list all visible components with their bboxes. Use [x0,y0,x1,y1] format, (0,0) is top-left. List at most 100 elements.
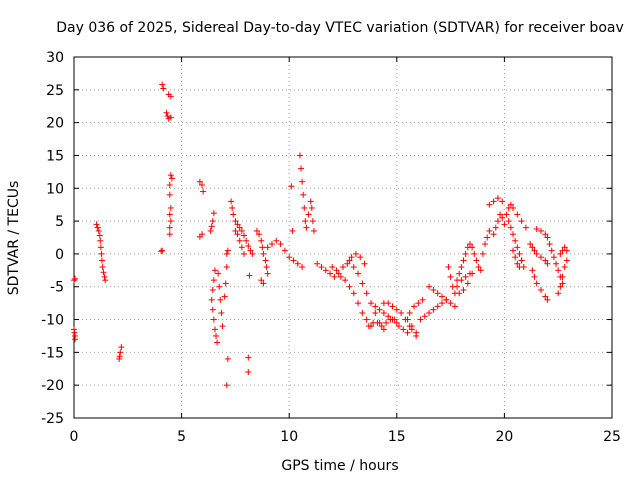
data-point [72,336,79,343]
data-point [510,204,517,211]
x-tick-label: 10 [280,429,298,445]
data-point [518,257,525,264]
data-point [207,227,214,234]
data-point [374,319,381,326]
data-point [318,264,325,271]
data-point [232,218,239,225]
data-point [499,198,506,205]
data-point [245,369,252,376]
data-point [258,277,265,284]
data-point [348,254,355,261]
data-point [507,201,514,208]
data-point [296,152,303,159]
data-point [249,250,256,257]
data-point [300,191,307,198]
data-point [408,323,415,330]
x-tick-label: 15 [388,429,406,445]
data-point [533,280,540,287]
data-point [247,247,254,254]
x-tick-label: 5 [177,429,186,445]
data-point [158,248,165,255]
data-point [210,316,217,323]
data-point [557,283,564,290]
data-point [385,313,392,320]
data-point [98,257,105,264]
data-point [196,178,203,185]
data-point [507,224,514,231]
data-point [223,382,230,389]
data-point [211,267,218,274]
data-point [411,303,418,310]
data-point [561,244,568,251]
data-point [563,257,570,264]
data-point [72,275,79,282]
data-point [404,316,411,323]
data-point [167,172,174,179]
data-point [167,114,174,121]
data-point [563,247,570,254]
data-point [415,300,422,307]
data-point [505,218,512,225]
data-point [385,300,392,307]
data-point [531,247,538,254]
data-point [458,277,465,284]
data-point [445,264,452,271]
data-point [419,296,426,303]
plot-frame [73,56,613,419]
data-point [434,290,441,297]
data-point [314,260,321,267]
y-tick-label: 0 [55,247,64,263]
data-point [486,227,493,234]
data-point [430,287,437,294]
data-point [482,241,489,248]
data-point [98,250,105,257]
data-point [355,270,362,277]
data-point [522,224,529,231]
data-point [555,290,562,297]
data-point [469,244,476,251]
data-point [426,309,433,316]
data-point [223,264,230,271]
data-point [363,290,370,297]
data-point [213,332,220,339]
data-point [307,198,314,205]
data-point [512,237,519,244]
data-point [101,273,108,280]
data-point [484,234,491,241]
data-point [378,323,385,330]
data-point [529,244,536,251]
data-point [196,233,203,240]
data-point [299,264,306,271]
data-point [380,326,387,333]
data-point [241,232,248,239]
data-point [224,355,231,362]
data-point [167,93,174,100]
data-point [308,204,315,211]
data-point [514,260,521,267]
data-point [473,257,480,264]
data-point [97,237,104,244]
data-point [365,323,372,330]
data-point [210,210,217,217]
data-point [516,250,523,257]
data-point [462,273,469,280]
x-axis-label: GPS time / hours [281,458,398,474]
data-point [460,257,467,264]
data-point [518,218,525,225]
data-point [350,264,357,271]
data-point [303,224,310,231]
data-point [329,264,336,271]
data-point [553,260,560,267]
data-point [159,81,166,88]
data-point [475,264,482,271]
data-point [451,303,458,310]
data-point [501,221,508,228]
data-point [361,260,368,267]
data-point [447,300,454,307]
data-point [298,165,305,172]
data-point [241,250,248,257]
data-point [544,260,551,267]
tick-layer: 0 5 10 15 20 25 -25 -20 -15 -10 -5 0 5 10 15 20 25 30 [41,50,621,445]
data-point [337,273,344,280]
